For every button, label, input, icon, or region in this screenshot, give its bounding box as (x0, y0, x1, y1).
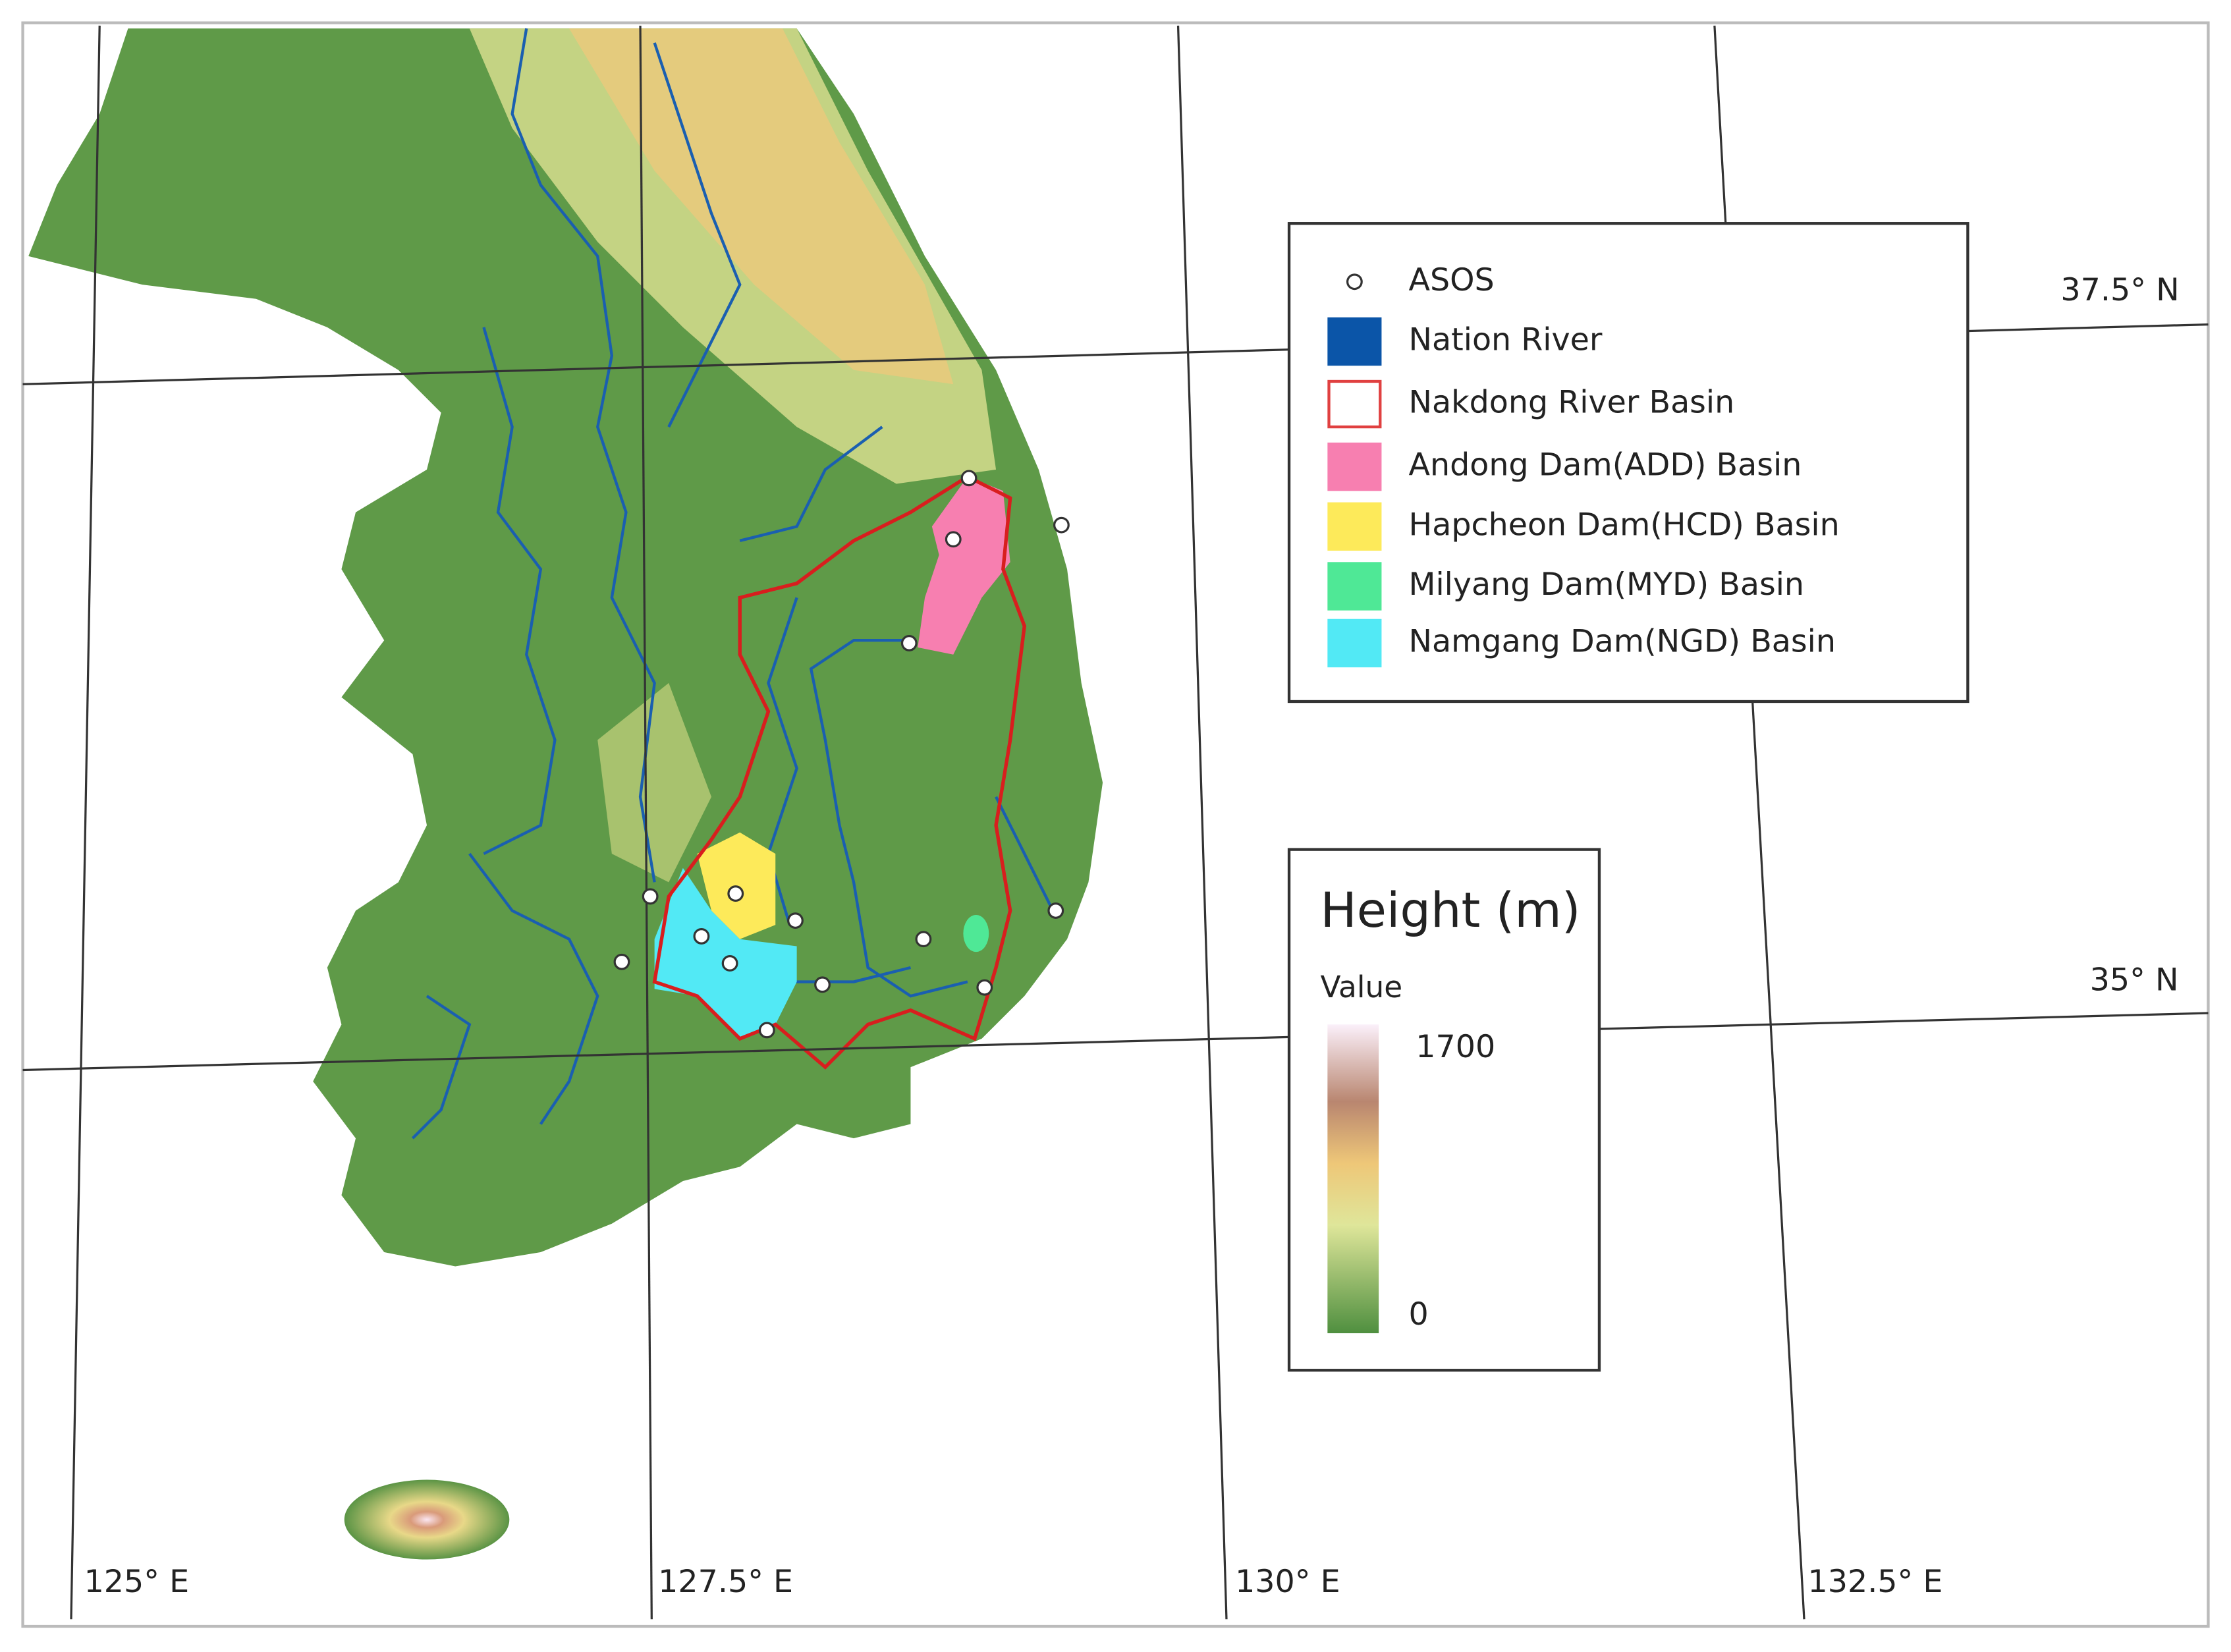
asos-station (642, 888, 659, 905)
highland (597, 682, 712, 883)
nakdong-basin (652, 474, 1027, 1070)
asos-stations (613, 470, 1070, 1039)
asos-station (900, 635, 918, 651)
legend-label: Andong Dam(ADD) Basin (1408, 447, 1802, 483)
legend-label: Hapcheon Dam(HCD) Basin (1408, 507, 1839, 543)
asos-station (727, 885, 744, 902)
colorbar-title: Height (m) (1321, 883, 1581, 939)
asos-station (814, 976, 831, 993)
asos-station (787, 912, 804, 929)
asos-station (1053, 516, 1070, 534)
colorbar-ramp (1327, 1024, 1379, 1334)
longitude-label: 127.5° E (658, 1564, 793, 1600)
legend-label: Milyang Dam(MYD) Basin (1408, 566, 1804, 603)
latitude-label: 37.5° N (2060, 272, 2179, 308)
asos-station (1047, 902, 1064, 919)
legend-symbol (1327, 502, 1382, 551)
graticule-labels: 37.5° N 35° N 125° E 127.5° E 130° E 132.5° E (84, 272, 2180, 1600)
legend-symbol (1327, 619, 1382, 668)
legend-symbol (1327, 562, 1382, 611)
asos-station (915, 931, 932, 948)
legend-symbol (1327, 379, 1382, 429)
asos-station (758, 1022, 775, 1039)
colorbar-subtitle: Value (1321, 970, 1403, 1005)
jeju-island (344, 1479, 510, 1560)
longitude-label: 130° E (1235, 1564, 1340, 1600)
milyang-basin (963, 915, 989, 952)
legend-label: Namgang Dam(NGD) Basin (1408, 623, 1836, 659)
legend-symbol (1327, 317, 1382, 366)
asos-station (945, 531, 962, 548)
legend-box (1287, 222, 1969, 703)
asos-station (613, 953, 630, 970)
asos-station (721, 955, 738, 972)
legend: ASOS Nation River Nakdong River Basin Andon… (1327, 262, 1840, 668)
andong-basin (918, 476, 1010, 655)
legend-label: Nation River (1408, 321, 1602, 358)
legend-label: Nakdong River Basin (1408, 385, 1734, 421)
legend-symbol (1327, 442, 1382, 491)
colorbar-min: 0 (1408, 1296, 1428, 1333)
longitude-label: 125° E (84, 1564, 190, 1600)
colorbar-max: 1700 (1416, 1029, 1495, 1065)
legend-symbol (1346, 273, 1363, 290)
asos-station (976, 979, 993, 996)
legend-label: ASOS (1408, 262, 1494, 298)
asos-station (960, 470, 978, 487)
asos-station (693, 927, 710, 945)
namgang-basin (654, 867, 797, 1039)
highland (569, 28, 954, 385)
longitude-label: 132.5° E (1808, 1564, 1943, 1600)
latitude-label: 35° N (2090, 962, 2179, 999)
